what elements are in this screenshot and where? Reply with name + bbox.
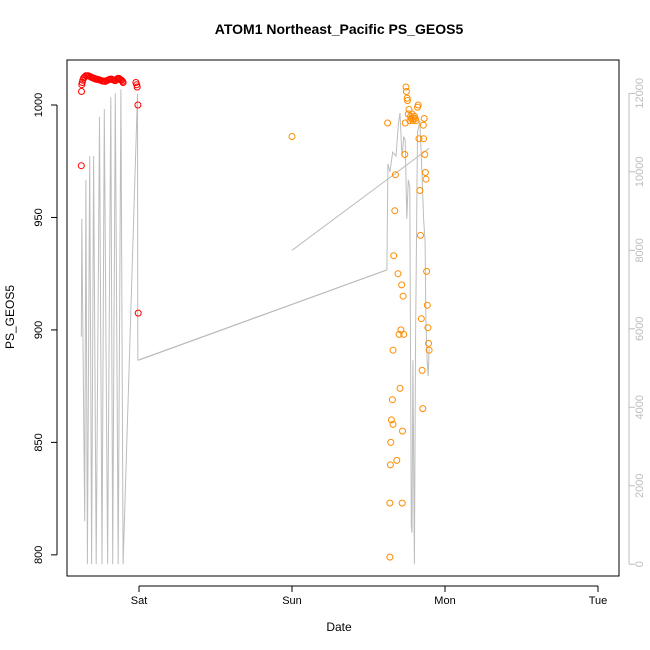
data-point (421, 169, 429, 176)
data-point (419, 405, 427, 413)
x-tick-label: Tue (589, 595, 608, 607)
data-point (78, 88, 85, 95)
right-tick-label: 2000 (634, 474, 646, 498)
data-point (395, 330, 403, 338)
altitude-lines (80, 89, 430, 565)
data-point (394, 270, 402, 278)
right-tick-label: 0 (634, 561, 646, 567)
x-tick-label: Sat (131, 595, 148, 607)
x-axis: Sat Sun Mon Tue (131, 585, 608, 607)
data-point (384, 119, 392, 127)
data-point (404, 97, 411, 104)
x-tick-label: Mon (434, 595, 455, 607)
x-axis-label: Date (326, 620, 352, 634)
data-point (425, 339, 432, 347)
plot-frame (66, 59, 620, 577)
data-point (415, 135, 423, 143)
data-point (423, 301, 431, 309)
data-point (387, 416, 395, 424)
data-points (77, 72, 433, 561)
right-tick-label: 4000 (634, 395, 646, 419)
data-point (399, 292, 407, 300)
data-point (134, 309, 142, 317)
left-tick-label: 1000 (33, 93, 45, 117)
data-point (402, 83, 410, 91)
right-tick-label: 6000 (634, 317, 646, 341)
data-point (393, 456, 401, 464)
right-tick-label: 12000 (634, 78, 646, 109)
data-point (387, 438, 395, 446)
data-point (402, 88, 410, 95)
left-tick-label: 850 (33, 433, 45, 451)
data-point (119, 79, 127, 86)
data-point (422, 175, 430, 183)
data-point (391, 171, 399, 179)
data-point (77, 162, 85, 170)
data-point (133, 83, 141, 91)
data-point (389, 420, 397, 428)
left-y-axis: 800 850 900 950 1000 (33, 93, 58, 564)
altitude-line (80, 89, 430, 565)
right-y-axis: 0 2000 4000 6000 8000 10000 12000 (628, 78, 646, 567)
data-point (420, 115, 428, 122)
data-point (417, 231, 424, 239)
data-point (418, 366, 426, 374)
data-point (414, 101, 422, 109)
chart-title: ATOM1 Northeast_Pacific PS_GEOS5 (215, 21, 464, 37)
data-point (417, 315, 425, 323)
data-point (412, 117, 420, 125)
data-point (288, 133, 296, 140)
data-point (398, 281, 406, 289)
right-tick-label: 8000 (634, 238, 646, 262)
data-point (425, 346, 433, 354)
data-point (424, 324, 432, 332)
data-point (388, 396, 396, 404)
data-point (386, 553, 394, 561)
data-point (386, 499, 394, 507)
data-point (401, 151, 409, 158)
data-point (396, 384, 404, 392)
left-tick-label: 800 (33, 546, 45, 564)
altitude-line (291, 147, 430, 251)
data-point (391, 207, 399, 215)
data-point (386, 461, 394, 469)
right-tick-label: 10000 (634, 157, 646, 188)
data-point (420, 135, 428, 143)
data-point (400, 330, 408, 338)
y-axis-label: PS_GEOS5 (3, 285, 17, 349)
data-point (423, 267, 431, 275)
left-tick-label: 950 (33, 208, 45, 226)
data-point (416, 187, 424, 194)
data-point (398, 499, 406, 507)
data-point (390, 252, 398, 260)
data-point (419, 121, 427, 129)
data-point (399, 427, 406, 435)
data-point (421, 151, 429, 158)
left-tick-label: 900 (33, 321, 45, 339)
altitude-line (138, 269, 388, 361)
data-point (134, 101, 142, 109)
data-point (389, 346, 397, 354)
x-tick-label: Sun (282, 595, 302, 607)
